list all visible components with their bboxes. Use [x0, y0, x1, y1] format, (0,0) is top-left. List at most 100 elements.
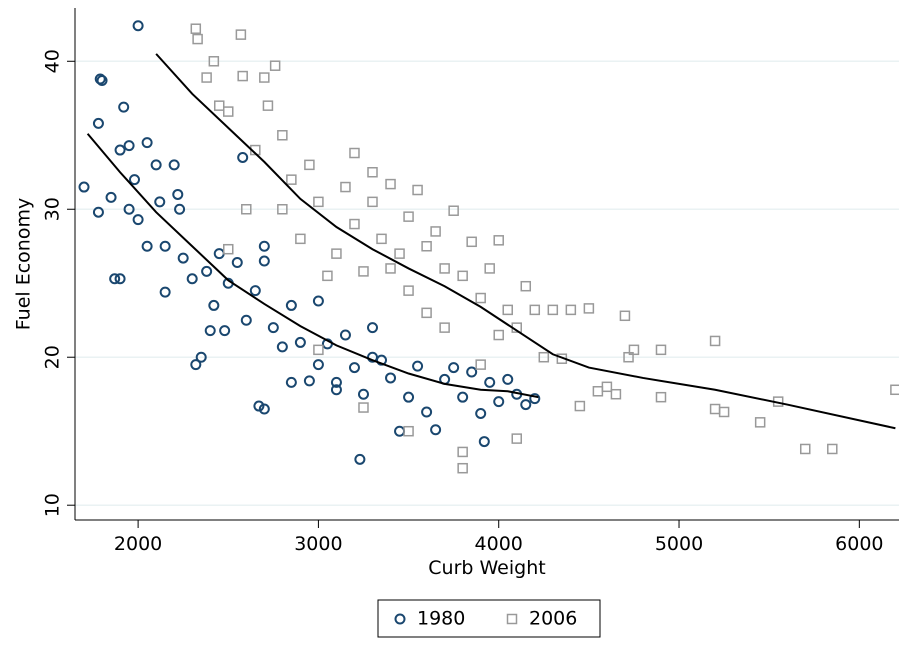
point — [154, 196, 166, 208]
point — [349, 218, 360, 230]
point — [358, 402, 369, 413]
point — [340, 181, 351, 193]
point — [235, 29, 247, 40]
point — [430, 226, 441, 237]
x-tick-label: 2000 — [114, 533, 162, 555]
point — [367, 322, 379, 334]
point — [457, 270, 468, 282]
point — [421, 240, 432, 252]
point — [159, 240, 171, 252]
point — [574, 400, 586, 412]
point — [890, 384, 899, 396]
fit-line — [86, 133, 539, 399]
x-tick-label: 4000 — [475, 533, 523, 555]
point — [195, 351, 207, 363]
point — [208, 299, 220, 311]
point — [241, 203, 252, 215]
point — [259, 72, 270, 83]
point — [655, 391, 667, 403]
point — [367, 167, 378, 178]
point — [478, 436, 490, 448]
point — [223, 243, 234, 255]
point — [204, 325, 216, 337]
point — [339, 329, 351, 341]
point — [601, 381, 613, 393]
point — [484, 376, 496, 388]
point — [190, 23, 202, 34]
point — [385, 372, 397, 384]
point — [592, 386, 604, 397]
point — [709, 335, 721, 347]
point — [385, 263, 396, 274]
point — [213, 248, 225, 260]
fit-line — [155, 53, 896, 430]
point — [312, 359, 324, 371]
point — [493, 396, 505, 408]
point — [123, 203, 135, 215]
point — [208, 56, 220, 67]
point — [96, 75, 108, 87]
point — [114, 273, 126, 285]
point — [201, 265, 213, 277]
legend-marker — [394, 613, 406, 625]
x-tick-label: 3000 — [294, 533, 342, 555]
point — [269, 60, 281, 71]
x-tick-label: 5000 — [655, 533, 703, 555]
point — [253, 400, 265, 412]
point — [412, 360, 424, 372]
point — [475, 359, 486, 370]
point — [357, 388, 369, 400]
point — [192, 33, 203, 45]
point — [421, 307, 432, 319]
point — [141, 240, 153, 252]
x-axis-label: Curb Weight — [428, 557, 545, 579]
legend-box — [377, 599, 601, 638]
point — [628, 344, 640, 356]
point — [619, 310, 631, 322]
y-tick-label: 40 — [42, 49, 64, 73]
point — [349, 147, 360, 159]
point — [583, 303, 595, 314]
point — [92, 206, 104, 218]
point — [827, 443, 838, 455]
point — [150, 159, 162, 171]
point — [219, 325, 231, 337]
point — [186, 273, 198, 285]
point — [249, 285, 261, 297]
point — [172, 188, 184, 200]
point — [718, 406, 730, 418]
point — [430, 424, 442, 436]
point — [141, 137, 153, 149]
point — [258, 255, 270, 267]
point — [385, 178, 396, 190]
point — [267, 322, 279, 334]
point — [313, 196, 324, 208]
point — [129, 174, 141, 186]
point — [190, 359, 202, 371]
point — [457, 391, 469, 403]
point — [240, 314, 252, 326]
point — [529, 393, 541, 405]
point — [799, 443, 811, 455]
point — [394, 248, 405, 259]
point — [304, 159, 315, 171]
point — [132, 214, 144, 226]
point — [358, 266, 369, 277]
point — [330, 384, 342, 396]
point — [376, 354, 388, 366]
point — [547, 304, 559, 316]
point — [303, 375, 315, 387]
point — [213, 100, 225, 111]
point — [457, 446, 468, 458]
x-tick-label: 6000 — [835, 533, 883, 555]
point — [403, 285, 414, 296]
legend-label: 1980 — [417, 608, 465, 630]
point — [295, 233, 306, 245]
y-tick-label: 20 — [42, 345, 64, 369]
point — [277, 130, 288, 141]
point — [457, 462, 468, 474]
point — [448, 205, 459, 216]
point — [466, 236, 477, 248]
point — [412, 184, 423, 196]
point — [448, 362, 460, 374]
